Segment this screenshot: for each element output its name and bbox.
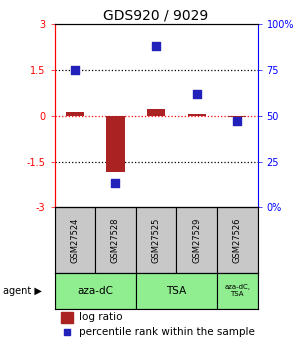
Bar	[147, 109, 165, 116]
Bar	[55, 207, 95, 273]
Text: aza-dC: aza-dC	[77, 286, 113, 296]
Bar	[217, 273, 258, 309]
Bar	[106, 116, 125, 172]
Text: agent ▶: agent ▶	[3, 286, 42, 296]
Bar	[61, 312, 73, 323]
Point	[235, 118, 240, 124]
Point	[154, 43, 158, 49]
Bar	[136, 207, 176, 273]
Point	[64, 329, 69, 334]
Bar	[55, 273, 136, 309]
Title: GDS920 / 9029: GDS920 / 9029	[103, 9, 209, 23]
Bar	[217, 207, 258, 273]
Bar	[188, 115, 206, 116]
Bar	[66, 112, 84, 116]
Bar	[176, 207, 217, 273]
Text: GSM27529: GSM27529	[192, 217, 201, 263]
Text: GSM27525: GSM27525	[152, 217, 161, 263]
Point	[113, 181, 118, 186]
Text: TSA: TSA	[166, 286, 186, 296]
Point	[72, 67, 77, 73]
Text: GSM27524: GSM27524	[70, 217, 79, 263]
Text: GSM27528: GSM27528	[111, 217, 120, 263]
Bar	[228, 116, 246, 117]
Text: percentile rank within the sample: percentile rank within the sample	[79, 327, 255, 337]
Text: log ratio: log ratio	[79, 312, 122, 322]
Text: GSM27526: GSM27526	[233, 217, 242, 263]
Bar	[95, 207, 136, 273]
Point	[194, 91, 199, 97]
Text: aza-dC,
TSA: aza-dC, TSA	[224, 284, 250, 297]
Bar	[136, 273, 217, 309]
